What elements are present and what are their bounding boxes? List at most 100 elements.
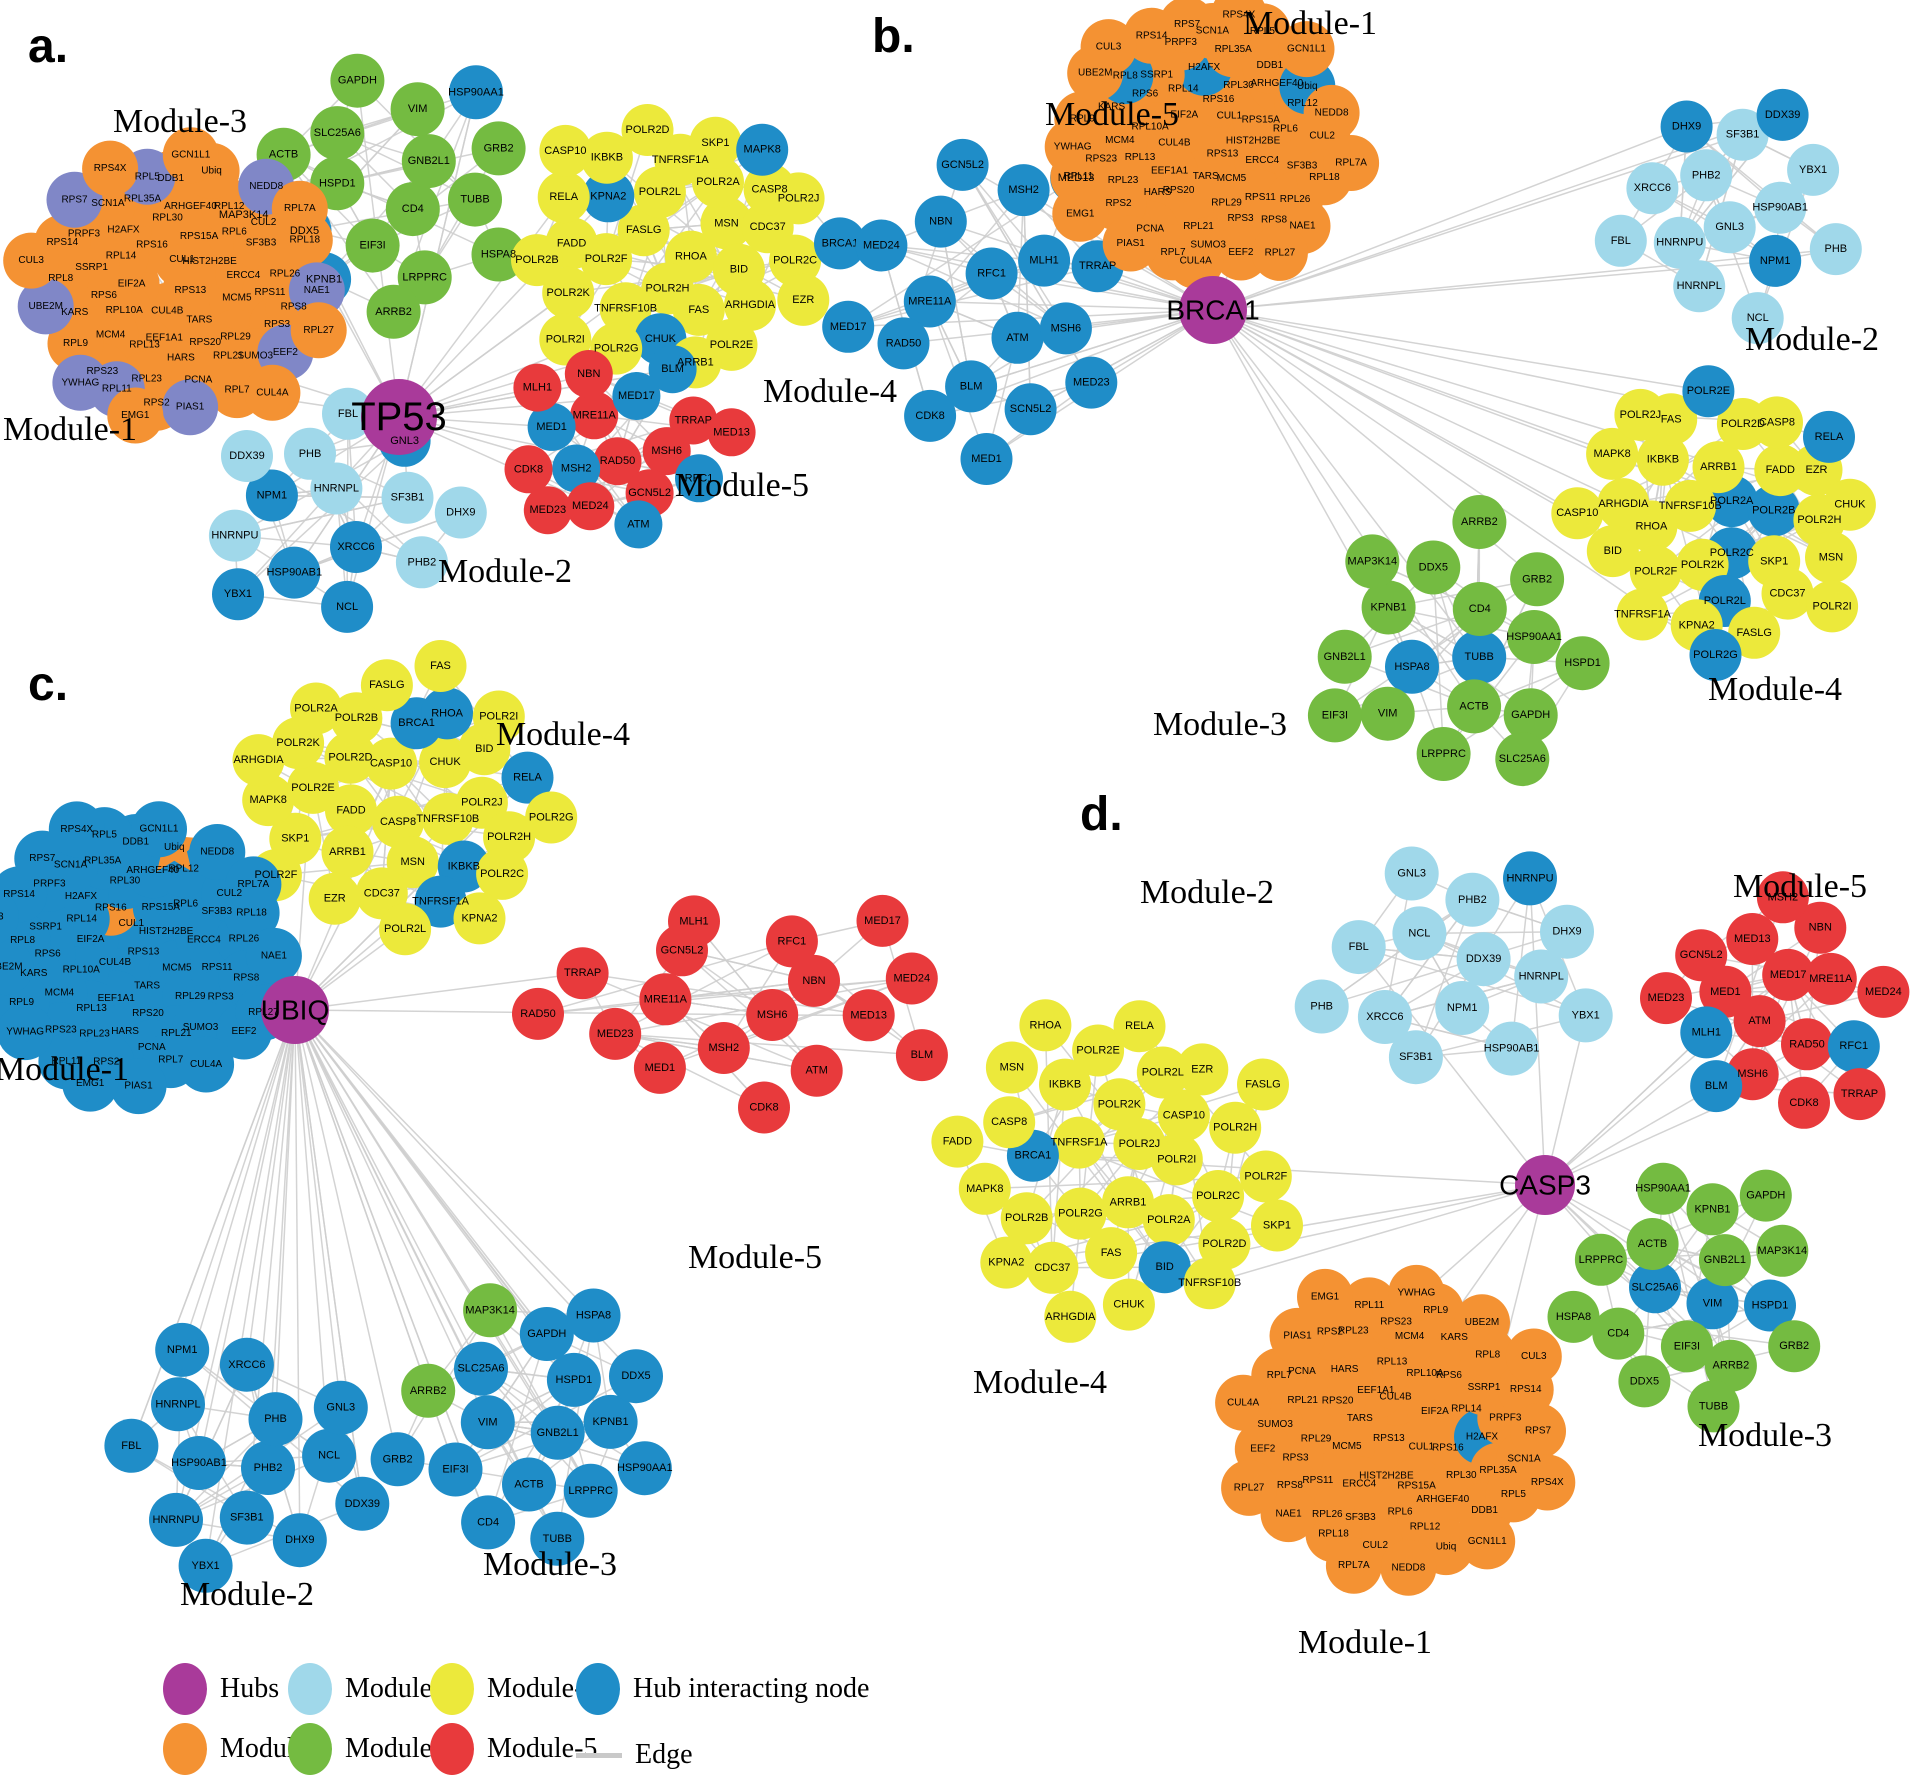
node-NPM1[interactable]	[1749, 234, 1802, 287]
node-EIF3I[interactable]	[1307, 688, 1362, 743]
node-IKBKB[interactable]	[1039, 1058, 1091, 1111]
node-NAE1[interactable]	[1260, 1486, 1317, 1543]
node-CHUK[interactable]	[1823, 478, 1876, 531]
node-MRE11A[interactable]	[570, 391, 619, 440]
node-EIF3I[interactable]	[428, 1442, 483, 1497]
node-MRE11A[interactable]	[1804, 952, 1857, 1005]
node-HSPA8[interactable]	[566, 1288, 621, 1343]
node-BRCA1[interactable]	[814, 217, 866, 270]
node-POLR2E[interactable]	[1682, 365, 1735, 418]
node-NBN[interactable]	[914, 195, 967, 248]
node-CASP10[interactable]	[1157, 1089, 1210, 1142]
node-CDC37[interactable]	[1026, 1241, 1079, 1294]
node-POLR2I[interactable]	[472, 690, 525, 743]
node-FASLG[interactable]	[360, 659, 413, 712]
node-GAPDH[interactable]	[330, 53, 385, 108]
node-CD4[interactable]	[385, 182, 440, 237]
node-MSH2[interactable]	[1756, 871, 1809, 924]
node-GRB2[interactable]	[370, 1432, 425, 1487]
node-MSN[interactable]	[1805, 531, 1857, 584]
node-HSPD1[interactable]	[1744, 1279, 1796, 1332]
node-RELA[interactable]	[501, 751, 554, 804]
node-DDX39[interactable]	[221, 430, 273, 482]
node-EMG1[interactable]	[1052, 185, 1109, 242]
node-CASP10[interactable]	[539, 124, 592, 177]
node-RPS4X[interactable]	[1519, 1454, 1576, 1511]
node-LRPPRC[interactable]	[1416, 727, 1471, 781]
node-TUBB[interactable]	[1687, 1380, 1740, 1433]
node-BLM[interactable]	[648, 345, 697, 394]
node-TUBB[interactable]	[530, 1511, 585, 1566]
node-NEDD8[interactable]	[1380, 1539, 1437, 1596]
node-NCL[interactable]	[321, 580, 374, 633]
node-HSPA8[interactable]	[471, 227, 526, 282]
node-POLR2B[interactable]	[1000, 1192, 1053, 1245]
node-POLR2J[interactable]	[772, 172, 825, 225]
node-POLR2A[interactable]	[1142, 1194, 1195, 1247]
node-HSP90AB1[interactable]	[1484, 1021, 1539, 1076]
node-RAD50[interactable]	[512, 987, 564, 1040]
node-LRPPRC[interactable]	[563, 1463, 618, 1518]
node-GCN1L1[interactable]	[162, 127, 219, 184]
node-HNRNPU[interactable]	[1653, 216, 1706, 269]
node-RPL11[interactable]	[1341, 1277, 1398, 1334]
node-GAPDH[interactable]	[1739, 1169, 1792, 1222]
node-YWHAG[interactable]	[1044, 118, 1101, 175]
node-EMG1[interactable]	[62, 1055, 119, 1112]
node-SLC25A6[interactable]	[1495, 732, 1550, 787]
node-POLR2A[interactable]	[290, 682, 342, 735]
node-RHOA[interactable]	[421, 687, 474, 740]
node-POLR2G[interactable]	[525, 791, 578, 844]
node-POLR2G[interactable]	[1689, 629, 1742, 681]
node-POLR2F[interactable]	[1629, 545, 1682, 598]
node-PHB[interactable]	[284, 427, 336, 480]
node-HSP90AA1[interactable]	[1637, 1162, 1690, 1215]
node-DHX9[interactable]	[1540, 904, 1594, 959]
node-FBL[interactable]	[1594, 214, 1647, 267]
node-MED13[interactable]	[1726, 913, 1779, 965]
node-TRRAP[interactable]	[556, 947, 609, 1000]
node-CHUK[interactable]	[419, 736, 472, 789]
node-BLM[interactable]	[1690, 1060, 1743, 1113]
node-MSH6[interactable]	[746, 989, 799, 1041]
node-XRCC6[interactable]	[330, 521, 382, 573]
node-MRE11A[interactable]	[903, 275, 956, 328]
node-BLM[interactable]	[895, 1029, 948, 1082]
node-MED17[interactable]	[822, 300, 875, 353]
node-RPL27[interactable]	[1221, 1459, 1278, 1516]
node-RELA[interactable]	[1113, 1000, 1166, 1053]
node-HSPD1[interactable]	[546, 1352, 601, 1407]
node-NCL[interactable]	[1392, 906, 1447, 961]
node-MLH1[interactable]	[1680, 1006, 1733, 1059]
node-GNL3[interactable]	[1703, 201, 1756, 254]
node-ARRB1[interactable]	[321, 825, 374, 878]
node-EIF3I[interactable]	[345, 218, 400, 273]
node-TNFRSF10B[interactable]	[1664, 479, 1717, 532]
node-POLR2B[interactable]	[1747, 484, 1800, 537]
node-MAPK8[interactable]	[736, 123, 789, 176]
node-IKBKB[interactable]	[1636, 433, 1689, 486]
node-POLR2B[interactable]	[330, 692, 383, 745]
node-ARRB2[interactable]	[1704, 1339, 1757, 1392]
node-GRB2[interactable]	[1768, 1320, 1821, 1373]
node-NBN[interactable]	[1794, 901, 1847, 954]
node-LRPPRC[interactable]	[397, 250, 452, 305]
node-MAPK8[interactable]	[958, 1162, 1011, 1215]
node-GCN5L2[interactable]	[936, 138, 989, 191]
node-MLH1[interactable]	[513, 363, 562, 412]
node-KPNB1[interactable]	[1361, 580, 1416, 635]
node-CUL3[interactable]	[3, 232, 60, 289]
node-SLC25A6[interactable]	[310, 106, 365, 161]
node-CUL4A[interactable]	[1167, 232, 1224, 289]
node-MLH1[interactable]	[668, 895, 720, 948]
node-MAPK8[interactable]	[242, 774, 295, 827]
node-ACTB[interactable]	[1447, 679, 1502, 734]
node-RPS4X[interactable]	[1210, 0, 1267, 43]
node-RPL27[interactable]	[290, 302, 347, 359]
node-YBX1[interactable]	[212, 568, 264, 621]
node-MSH2[interactable]	[697, 1022, 750, 1074]
node-MSH2[interactable]	[552, 444, 601, 493]
node-PIAS1[interactable]	[162, 379, 219, 436]
node-CUL4A[interactable]	[244, 364, 301, 421]
node-DDX5[interactable]	[609, 1349, 663, 1404]
